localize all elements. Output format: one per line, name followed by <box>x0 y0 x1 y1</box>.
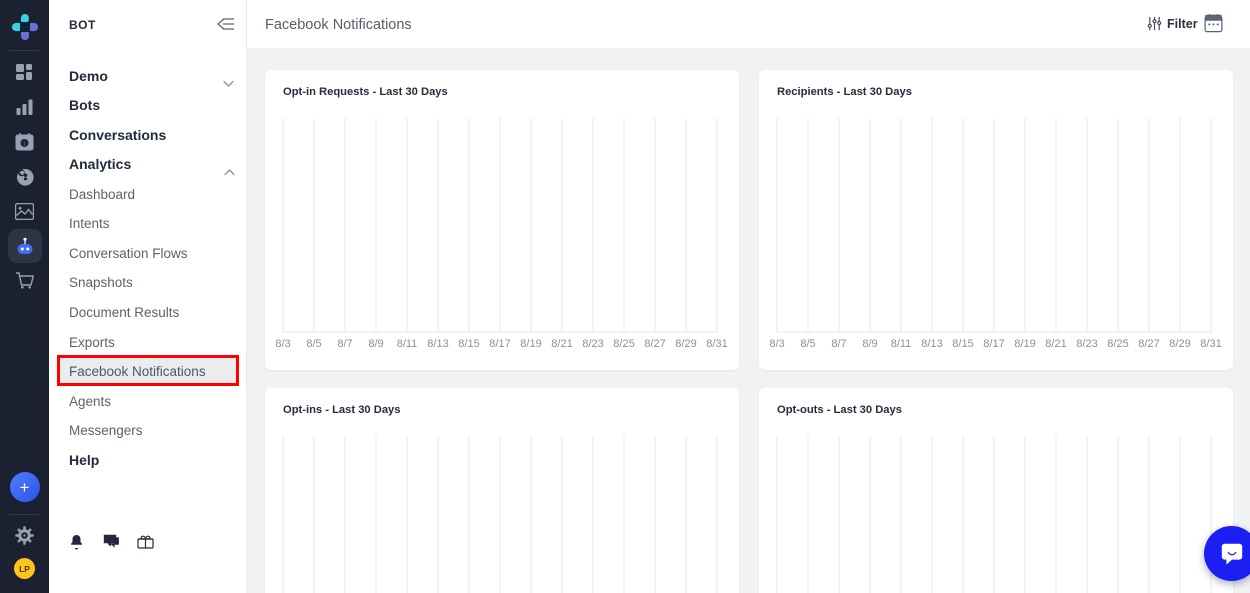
svg-text:8/31: 8/31 <box>1200 338 1221 350</box>
svg-text:8/5: 8/5 <box>800 338 815 350</box>
svg-text:8/13: 8/13 <box>427 338 448 350</box>
svg-text:8/29: 8/29 <box>1169 338 1190 350</box>
svg-text:8/3: 8/3 <box>275 338 290 350</box>
svg-text:8/23: 8/23 <box>582 338 603 350</box>
svg-text:8/9: 8/9 <box>368 338 383 350</box>
svg-text:8/31: 8/31 <box>706 338 727 350</box>
svg-text:8/13: 8/13 <box>921 338 942 350</box>
svg-text:8/27: 8/27 <box>644 338 665 350</box>
svg-text:8/25: 8/25 <box>613 338 634 350</box>
svg-text:8/21: 8/21 <box>551 338 572 350</box>
svg-text:1: 1 <box>23 141 26 147</box>
svg-text:8/5: 8/5 <box>306 338 321 350</box>
svg-text:8/23: 8/23 <box>1076 338 1097 350</box>
svg-text:8/27: 8/27 <box>1138 338 1159 350</box>
svg-text:8/17: 8/17 <box>489 338 510 350</box>
svg-text:8/7: 8/7 <box>337 338 352 350</box>
svg-text:8/25: 8/25 <box>1107 338 1128 350</box>
svg-text:8/15: 8/15 <box>952 338 973 350</box>
svg-text:8/15: 8/15 <box>458 338 479 350</box>
svg-text:8/21: 8/21 <box>1045 338 1066 350</box>
svg-text:8/29: 8/29 <box>675 338 696 350</box>
svg-text:8/19: 8/19 <box>520 338 541 350</box>
svg-text:8/11: 8/11 <box>397 338 418 350</box>
svg-text:8/9: 8/9 <box>862 338 877 350</box>
svg-text:8/3: 8/3 <box>769 338 784 350</box>
svg-text:8/17: 8/17 <box>983 338 1004 350</box>
svg-text:8/19: 8/19 <box>1014 338 1035 350</box>
svg-text:8/11: 8/11 <box>891 338 912 350</box>
svg-text:8/7: 8/7 <box>831 338 846 350</box>
